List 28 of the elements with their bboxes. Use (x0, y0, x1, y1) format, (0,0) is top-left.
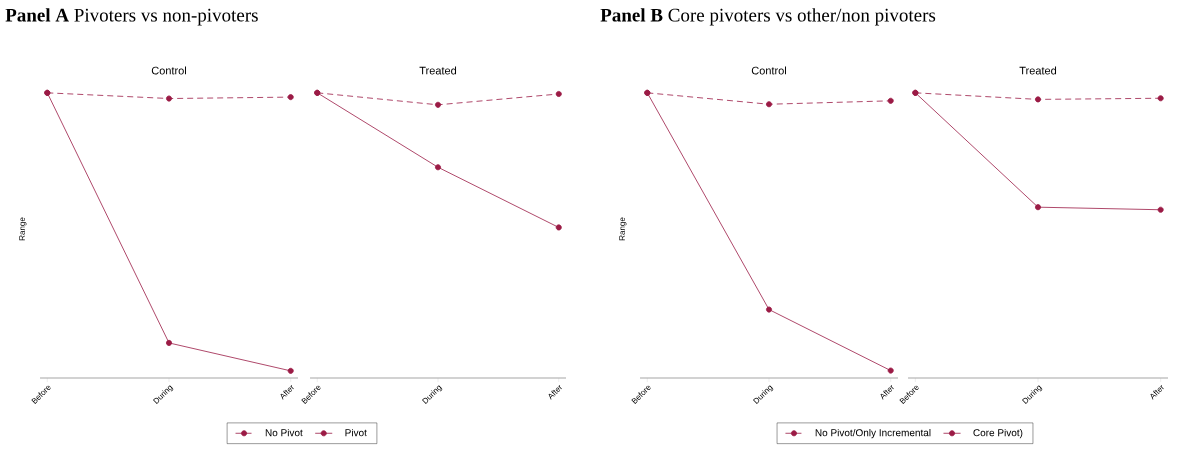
point (435, 164, 441, 171)
point (1157, 206, 1164, 213)
point (287, 367, 294, 374)
point (1035, 204, 1042, 211)
y-axis-title: Range (19, 217, 27, 241)
point (1035, 96, 1042, 103)
point (1157, 95, 1164, 102)
point (555, 224, 562, 231)
point (766, 306, 773, 313)
text: Panel B Core pivoters vs other/non pivoters (600, 8, 936, 26)
point (887, 97, 894, 104)
point (166, 339, 173, 346)
point (166, 95, 173, 102)
chart-title: Control (151, 66, 186, 75)
chart-title: Treated (1019, 66, 1057, 75)
point (435, 101, 441, 108)
point (287, 94, 294, 101)
chart-title: Treated (419, 66, 457, 75)
point (887, 367, 894, 374)
text: Panel A Pivoters vs non-pivoters (5, 8, 258, 26)
y-axis-title: Range (619, 217, 627, 241)
point (555, 90, 562, 97)
chart-title: Control (751, 66, 786, 75)
legend-label: Pivot (345, 428, 367, 437)
point (766, 101, 773, 108)
legend-label: Core Pivot) (973, 428, 1023, 439)
legend-label: No Pivot/Only Incremental (815, 428, 931, 439)
legend-label: No Pivot (265, 428, 303, 437)
